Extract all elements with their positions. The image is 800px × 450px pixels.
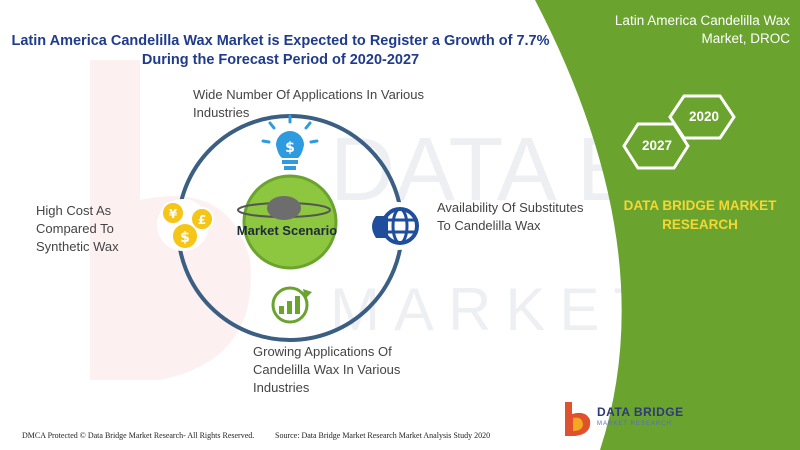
footer-source: Source: Data Bridge Market Research Mark… [275,431,491,440]
center-disc [242,174,338,270]
year-2027-label: 2027 [641,138,673,153]
currency-coins-icon: ¥ £ $ [157,199,214,251]
svg-text:$: $ [180,230,190,246]
lightbulb-dollar-icon: $ [261,114,319,170]
label-right: Availability Of Substitutes To Candelill… [437,200,584,233]
center-label: Market Scenario [236,223,338,238]
globe-icon [372,202,422,250]
logo-icon [565,402,591,436]
logo-name: DATA BRIDGE [597,405,684,419]
green-panel [535,0,800,450]
hexagon-2020 [668,94,736,140]
label-bottom: Growing Applications Of Candelilla Wax I… [253,344,401,395]
svg-text:£: £ [198,213,206,227]
panel-title: Latin America Candelilla Wax Market, DRO… [614,13,790,46]
main-title: Latin America Candelilla Wax Market is E… [11,33,550,68]
logo-sub: MARKET RESEARCH [597,421,672,427]
brand-text: DATA BRIDGE MARKET RESEARCH [623,198,777,232]
planet-icon [237,196,331,220]
year-2020-label: 2020 [688,109,720,124]
label-left: High Cost As Compared To Synthetic Wax [36,203,119,254]
label-top: Wide Number Of Applications In Various I… [193,87,424,120]
hexagon-2027 [622,122,690,170]
footer-copyright: DMCA Protected © Data Bridge Market Rese… [22,431,255,440]
svg-text:$: $ [285,140,295,156]
growth-chart-icon [267,282,313,328]
svg-text:¥: ¥ [169,207,178,221]
